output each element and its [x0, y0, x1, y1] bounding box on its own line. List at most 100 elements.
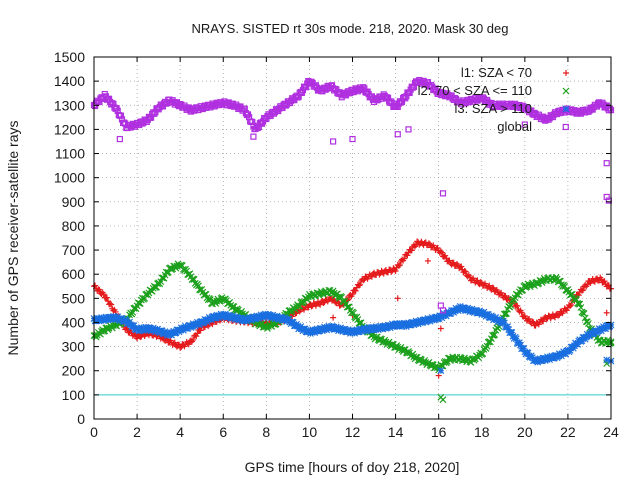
data-point	[540, 318, 547, 325]
outlier-point	[394, 131, 401, 138]
outlier-point	[330, 138, 337, 145]
outlier-point	[116, 135, 123, 143]
data-point	[117, 112, 125, 119]
legend-marker-l2	[562, 87, 570, 95]
data-point	[334, 298, 341, 305]
y-tick-label: 1500	[54, 49, 85, 65]
data-point	[568, 301, 575, 308]
y-tick-labels: 0 100 200 300 400 500 600 700 800 900 1000 1100 1200…	[54, 49, 85, 427]
data-point	[498, 289, 505, 296]
data-point	[490, 285, 497, 292]
data-point	[437, 248, 444, 255]
data-point	[395, 262, 402, 269]
data-point	[305, 304, 312, 311]
data-point	[446, 257, 453, 264]
outlier-point	[405, 126, 412, 133]
x-tick-label: 18	[474, 424, 490, 440]
data-point	[483, 342, 491, 350]
outlier-point	[603, 160, 610, 167]
data-point	[171, 339, 178, 346]
data-point	[489, 284, 496, 291]
data-point	[190, 336, 197, 343]
outlier-point	[437, 367, 445, 375]
data-point	[606, 105, 614, 112]
data-point	[317, 301, 324, 308]
data-point	[500, 310, 508, 318]
y-tick-label: 900	[62, 194, 86, 210]
outlier-point	[250, 133, 257, 140]
x-tick-label: 14	[388, 424, 404, 440]
data-point	[526, 315, 533, 322]
data-point	[555, 312, 562, 319]
data-point	[584, 281, 591, 288]
x-tick-label: 4	[176, 424, 184, 440]
outlier-point	[603, 309, 610, 316]
y-tick-label: 1000	[54, 170, 85, 186]
data-point	[563, 307, 570, 314]
legend-label-global: global	[497, 119, 532, 134]
data-point	[394, 103, 401, 111]
data-point	[479, 350, 487, 358]
data-point	[438, 249, 445, 256]
data-point	[458, 263, 465, 270]
y-tick-label: 800	[62, 218, 86, 234]
y-tick-label: 1400	[54, 73, 85, 89]
data-point	[404, 252, 411, 259]
outlier-point	[349, 135, 356, 143]
legend-marker	[562, 87, 570, 95]
data-point	[514, 303, 521, 310]
data-point	[137, 296, 145, 304]
series-global	[90, 76, 615, 314]
outlier-point	[437, 325, 444, 332]
y-tick-label: 0	[77, 411, 85, 427]
data-point	[425, 240, 432, 247]
data-point	[105, 95, 113, 102]
legend-label-l2: l2: 70 < SZA <= 110	[418, 83, 532, 98]
data-point	[388, 268, 395, 275]
data-point	[249, 118, 256, 126]
legend-marker	[562, 105, 570, 113]
data-point	[123, 325, 130, 332]
x-tick-label: 24	[603, 424, 619, 440]
y-tick-label: 500	[62, 290, 86, 306]
data-point	[489, 331, 496, 339]
data-point	[197, 327, 204, 334]
y-tick-label: 600	[62, 266, 86, 282]
outlier-point	[330, 314, 337, 321]
data-point	[401, 255, 408, 262]
data-point	[350, 309, 358, 317]
legend: l1: SZA < 70 l2: 70 < SZA <= 110 l3: SZA…	[418, 65, 570, 134]
data-point	[190, 276, 198, 283]
x-tick-label: 20	[517, 424, 533, 440]
data-point	[474, 277, 481, 284]
y-tick-label: 400	[62, 314, 86, 330]
data-point	[352, 287, 359, 294]
y-axis-label: Number of GPS receiver-satellite rays	[5, 121, 21, 356]
y-tick-label: 300	[62, 339, 86, 355]
x-tick-label: 0	[90, 424, 98, 440]
x-tick-label: 22	[560, 424, 576, 440]
data-point	[185, 341, 192, 348]
outlier-point	[394, 295, 401, 302]
data-point	[92, 282, 99, 289]
outlier-point	[562, 123, 569, 131]
legend-marker-l3	[562, 105, 570, 113]
data-point	[360, 277, 367, 284]
x-tick-label: 6	[219, 424, 227, 440]
data-point	[194, 330, 201, 337]
data-point	[100, 291, 107, 298]
data-point	[601, 278, 608, 285]
series-layer	[90, 76, 615, 404]
data-point	[434, 244, 441, 251]
data-point	[103, 294, 110, 301]
data-point	[575, 300, 583, 308]
data-point	[193, 333, 200, 340]
data-point	[518, 309, 525, 316]
data-point	[134, 335, 141, 342]
data-point	[108, 301, 115, 308]
axis-ticks	[93, 56, 612, 420]
data-point	[477, 279, 484, 286]
data-point	[529, 318, 536, 325]
data-point	[569, 294, 577, 302]
